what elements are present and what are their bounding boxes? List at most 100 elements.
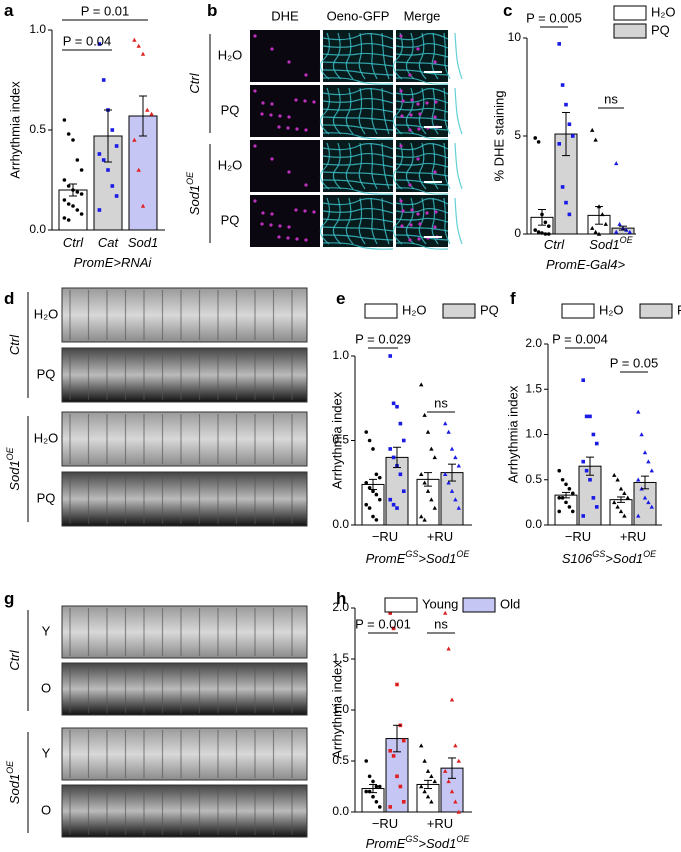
data-point <box>364 502 369 507</box>
error-bar <box>562 491 570 499</box>
data-point <box>446 480 451 485</box>
y-tick-label: 0.0 <box>332 517 349 531</box>
legend-label: Young <box>422 596 458 611</box>
row-label: H₂O <box>34 306 59 321</box>
data-point <box>591 496 596 500</box>
data-point <box>560 477 565 482</box>
dhe-spot <box>399 34 403 38</box>
dhe-spot <box>401 99 405 103</box>
data-point <box>557 496 562 500</box>
y-tick-label: 1.5 <box>525 381 542 395</box>
x-tick-label: +RU <box>427 529 453 544</box>
x-tick-label: +RU <box>620 529 646 544</box>
data-point <box>584 414 589 419</box>
dhe-spot <box>416 212 420 216</box>
data-point <box>75 208 80 212</box>
dhe-spot <box>277 125 281 129</box>
data-point <box>419 514 424 519</box>
error-bar <box>369 478 377 491</box>
cell-outline <box>395 142 463 195</box>
dhe-spot <box>286 236 290 240</box>
data-point <box>560 185 565 189</box>
x-axis-label-part: GS <box>592 549 605 559</box>
data-point <box>371 794 375 799</box>
dhe-spot <box>260 112 264 116</box>
kymograph-strip <box>61 471 308 527</box>
micrograph-tile <box>250 85 320 137</box>
data-point <box>588 414 592 419</box>
data-point <box>364 759 369 763</box>
micrograph-tile <box>250 195 320 247</box>
significance-label: P = 0.01 <box>81 3 130 18</box>
data-point <box>557 509 562 514</box>
x-axis-label-part: S106 <box>562 551 593 566</box>
cell-outline <box>395 87 451 135</box>
cell-outline <box>322 142 394 190</box>
error-bar <box>595 206 603 225</box>
data-point <box>422 412 427 417</box>
y-axis-label: Arrhythmia index <box>329 391 344 489</box>
data-point <box>646 500 651 505</box>
micrograph-tile <box>250 30 320 82</box>
data-point <box>446 429 451 434</box>
data-point <box>110 184 115 188</box>
dhe-spot <box>434 100 438 104</box>
legend-swatch <box>442 303 476 319</box>
x-tick-label-part: Ctrl <box>544 237 565 252</box>
dhe-spot <box>304 128 308 132</box>
data-point <box>140 203 146 208</box>
error-bar <box>69 183 77 197</box>
dhe-spot <box>409 113 413 117</box>
dhe-spot <box>261 211 265 215</box>
dhe-spot <box>270 212 274 216</box>
dhe-spot <box>278 224 282 228</box>
data-point <box>149 111 154 116</box>
legend-swatch <box>561 303 595 319</box>
significance-label: ns <box>434 616 448 631</box>
data-point <box>398 421 403 426</box>
data-point <box>425 488 431 493</box>
data-point <box>425 768 431 773</box>
data-point <box>391 401 396 406</box>
data-point <box>546 232 551 236</box>
cell-outline <box>395 142 451 190</box>
data-point <box>594 505 599 509</box>
legend-swatch <box>639 303 673 319</box>
group-label: Ctrl <box>7 334 22 355</box>
data-point <box>615 477 620 482</box>
data-point <box>456 809 461 814</box>
dhe-spot <box>270 102 274 106</box>
cell-outline <box>392 87 449 135</box>
error-bar <box>424 472 432 487</box>
data-point <box>618 486 624 491</box>
group-label: Sod1OE <box>5 760 22 804</box>
row-label: PQ <box>221 212 240 227</box>
data-point <box>543 232 548 236</box>
x-tick-label-part: +RU <box>620 529 646 544</box>
data-point <box>371 779 375 784</box>
dhe-spot <box>434 210 438 214</box>
cell-outline <box>319 87 394 135</box>
data-point <box>367 438 372 443</box>
data-point <box>570 134 575 138</box>
data-point <box>456 758 461 763</box>
data-point <box>79 192 84 196</box>
panel-letter: h <box>336 589 346 608</box>
data-point <box>401 738 406 743</box>
data-point <box>543 220 548 225</box>
data-point <box>614 229 619 234</box>
data-point <box>79 212 84 216</box>
data-point <box>429 774 434 778</box>
data-point <box>374 800 379 804</box>
dhe-spot <box>312 210 316 214</box>
y-tick-label: 1.0 <box>332 702 349 716</box>
row-label: PQ <box>221 102 240 117</box>
data-point <box>101 78 106 82</box>
dhe-spot <box>408 238 412 242</box>
dhe-spot <box>304 183 308 187</box>
x-tick-label: Ctrl <box>63 235 84 250</box>
dhe-spot <box>287 115 291 119</box>
dhe-spot <box>408 128 412 132</box>
data-point <box>114 194 119 198</box>
